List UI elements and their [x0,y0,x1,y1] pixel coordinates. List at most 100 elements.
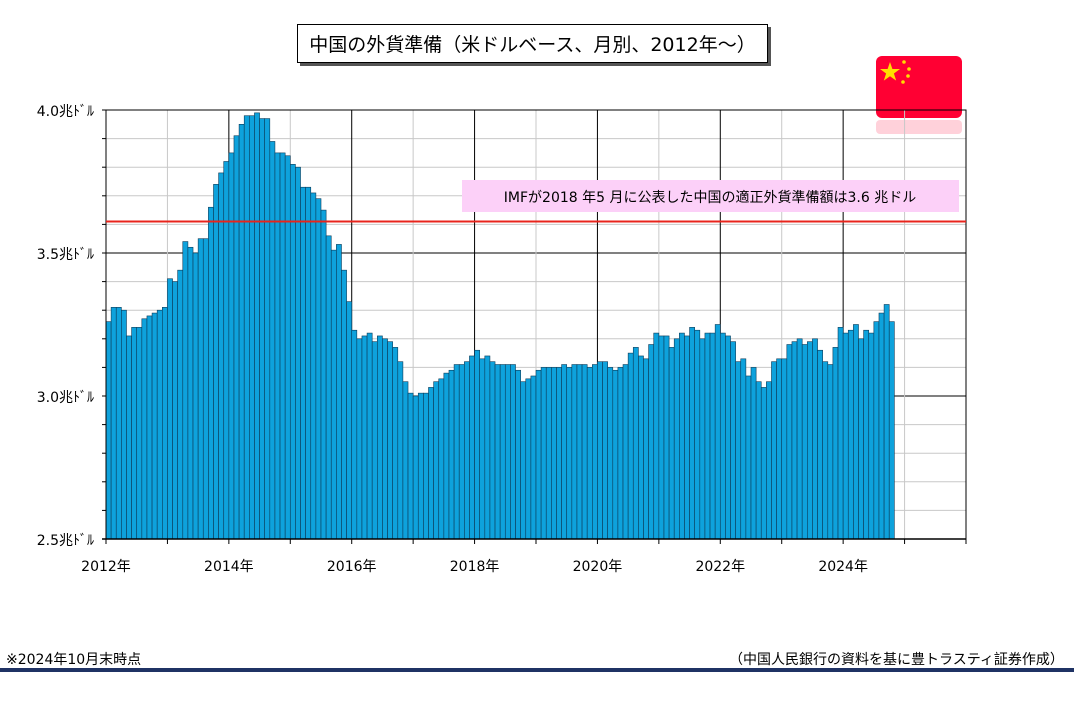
bar [489,361,496,540]
bar [458,364,465,540]
bar [807,341,813,540]
bar [530,375,537,540]
bar [315,198,322,540]
bar [689,327,695,540]
y-tick-label: 2.5兆ﾄﾞﾙ [37,533,94,549]
footnote-date: ※2024年10月末時点 [6,652,142,668]
bar [346,301,353,540]
bar [581,364,588,540]
bar [847,329,854,540]
bar [469,355,475,540]
bar [402,381,409,540]
x-tick-label: 2014年 [204,559,254,575]
bar [361,335,368,540]
bar [182,241,189,540]
bar [295,166,301,540]
bar [627,352,634,540]
bar [202,238,209,540]
x-tick-labels: 2012年 2014年 2016年 2018年 2020年 2022年 2024年 [81,559,868,575]
bar [412,395,419,540]
x-tick-label: 2022年 [695,559,745,575]
bar [576,364,583,540]
bar [648,344,655,540]
bar [197,238,204,540]
bar [730,341,736,540]
bar [305,186,312,540]
bar [156,309,163,540]
bar [586,367,593,540]
bar [464,361,470,540]
bar [356,338,363,540]
bar [208,206,214,540]
bar [484,355,491,540]
bar [510,364,516,540]
bar [597,361,603,540]
bar [638,355,644,540]
bar [453,364,460,540]
bar [873,321,880,540]
bar [382,338,388,540]
bottom-rule [0,668,1074,672]
bar [387,341,393,540]
annotation-text: IMFが2018 年5 月に公表した中国の適正外貨準備額は3.6 兆ドル [504,189,916,206]
bar [781,358,788,540]
bar [494,364,501,540]
bar-series [105,112,895,540]
bar [883,304,890,540]
footnote-source: （中国人民銀行の資料を基に豊トラスティ証券作成） [729,652,1064,668]
bar [771,361,777,540]
bar [269,141,276,540]
bar [336,244,342,540]
y-tick-labels: 4.0兆ﾄﾞﾙ 3.5兆ﾄﾞﾙ 3.0兆ﾄﾞﾙ 2.5兆ﾄﾞﾙ [37,104,94,549]
bar [745,375,752,540]
bar [126,335,132,540]
bar [341,269,347,540]
bar [827,364,834,540]
bar [423,392,429,540]
bar [243,115,250,540]
x-tick-label: 2016年 [327,559,377,575]
bar [162,307,168,540]
bar [504,364,511,540]
bar [540,367,547,540]
bar [699,338,706,540]
bar [238,124,245,540]
bar [719,332,726,540]
bar [110,307,117,540]
bar [704,332,711,540]
bar [284,155,291,540]
bar [663,335,670,540]
bar [842,332,849,540]
bar [141,318,148,540]
bar [679,332,685,540]
y-tick-label: 3.0兆ﾄﾞﾙ [37,390,94,406]
bar [479,358,486,540]
bar [725,335,731,540]
bar [249,115,255,540]
bar [525,378,532,540]
bar [310,192,317,540]
bar [545,367,552,540]
bar [520,381,527,540]
x-tick-label: 2020年 [573,559,623,575]
bar [325,235,332,540]
bar [817,349,823,540]
bar [556,367,562,540]
bar [136,327,143,540]
bar [300,186,306,540]
bar [371,341,378,540]
bar [289,164,296,540]
bar [740,358,747,540]
bar [837,327,844,540]
x-tick-label: 2018年 [450,559,500,575]
bar [417,392,424,540]
bar [515,369,521,540]
bar [407,392,414,540]
bar [438,378,445,540]
annotation-box: IMFが2018 年5 月に公表した中国の適正外貨準備額は3.6 兆ドル [462,180,959,212]
bar [735,361,742,540]
bar [673,338,680,540]
bar [172,281,178,540]
bar [801,344,808,540]
